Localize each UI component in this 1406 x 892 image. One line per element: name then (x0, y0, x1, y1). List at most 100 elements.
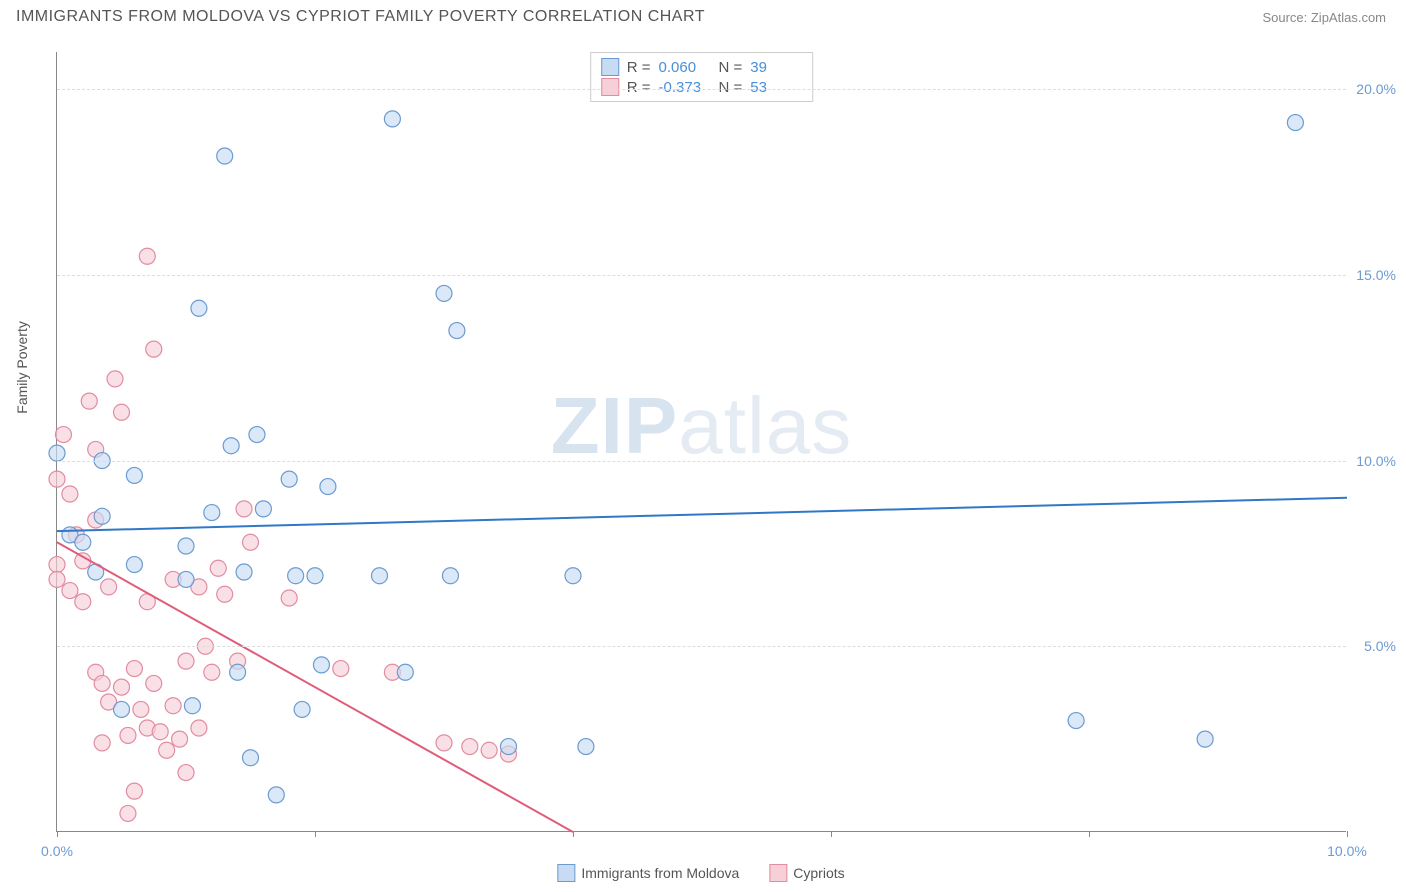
data-point (133, 701, 149, 717)
data-point (243, 750, 259, 766)
grid-line (57, 646, 1346, 647)
legend-item: Immigrants from Moldova (557, 864, 739, 882)
data-point (62, 583, 78, 599)
grid-line (57, 275, 1346, 276)
data-point (178, 653, 194, 669)
data-point (191, 300, 207, 316)
y-axis-label: Family Poverty (14, 321, 30, 414)
plot-area: ZIPatlas R =0.060N =39R =-0.373N =53 5.0… (56, 52, 1346, 832)
data-point (120, 805, 136, 821)
legend-label: Cypriots (793, 865, 844, 881)
data-point (217, 148, 233, 164)
data-point (449, 323, 465, 339)
data-point (49, 557, 65, 573)
data-point (184, 698, 200, 714)
y-tick-label: 10.0% (1356, 453, 1396, 469)
data-point (230, 664, 246, 680)
data-point (1287, 115, 1303, 131)
data-point (372, 568, 388, 584)
r-label: R = (627, 59, 651, 76)
data-point (114, 701, 130, 717)
data-point (307, 568, 323, 584)
data-point (1197, 731, 1213, 747)
data-point (75, 534, 91, 550)
stats-row: R =-0.373N =53 (601, 77, 803, 97)
source-label: Source: ZipAtlas.com (1262, 10, 1386, 25)
data-point (191, 720, 207, 736)
data-point (172, 731, 188, 747)
data-point (501, 739, 517, 755)
data-point (114, 679, 130, 695)
x-tick-label: 0.0% (41, 843, 73, 859)
data-point (268, 787, 284, 803)
data-point (320, 479, 336, 495)
y-tick-label: 15.0% (1356, 267, 1396, 283)
data-point (146, 675, 162, 691)
data-point (313, 657, 329, 673)
data-point (578, 739, 594, 755)
chart-container: Family Poverty ZIPatlas R =0.060N =39R =… (56, 52, 1346, 852)
data-point (281, 471, 297, 487)
data-point (126, 557, 142, 573)
n-label: N = (719, 79, 743, 96)
x-tick-mark (315, 831, 316, 837)
y-tick-label: 20.0% (1356, 81, 1396, 97)
data-point (94, 675, 110, 691)
data-point (217, 586, 233, 602)
data-point (333, 661, 349, 677)
data-point (397, 664, 413, 680)
stats-row: R =0.060N =39 (601, 57, 803, 77)
data-point (94, 508, 110, 524)
data-point (1068, 713, 1084, 729)
legend-swatch (601, 58, 619, 76)
stats-legend: R =0.060N =39R =-0.373N =53 (590, 52, 814, 102)
data-point (49, 571, 65, 587)
data-point (204, 664, 220, 680)
legend-item: Cypriots (769, 864, 844, 882)
x-tick-mark (1347, 831, 1348, 837)
data-point (139, 248, 155, 264)
legend-label: Immigrants from Moldova (581, 865, 739, 881)
data-point (178, 765, 194, 781)
x-tick-mark (573, 831, 574, 837)
data-point (107, 371, 123, 387)
data-point (114, 404, 130, 420)
data-point (442, 568, 458, 584)
data-point (288, 568, 304, 584)
data-point (159, 742, 175, 758)
x-tick-mark (1089, 831, 1090, 837)
data-point (165, 698, 181, 714)
data-point (384, 111, 400, 127)
x-tick-label: 10.0% (1327, 843, 1367, 859)
data-point (49, 445, 65, 461)
data-point (152, 724, 168, 740)
data-point (101, 579, 117, 595)
data-point (255, 501, 271, 517)
data-point (55, 427, 71, 443)
data-point (126, 467, 142, 483)
data-point (94, 735, 110, 751)
data-point (236, 564, 252, 580)
data-point (81, 393, 97, 409)
legend-swatch (769, 864, 787, 882)
data-point (49, 471, 65, 487)
data-point (210, 560, 226, 576)
data-point (436, 285, 452, 301)
data-point (249, 427, 265, 443)
grid-line (57, 89, 1346, 90)
chart-title: IMMIGRANTS FROM MOLDOVA VS CYPRIOT FAMIL… (16, 8, 705, 26)
data-point (481, 742, 497, 758)
data-point (126, 783, 142, 799)
r-label: R = (627, 79, 651, 96)
data-point (126, 661, 142, 677)
data-point (281, 590, 297, 606)
data-point (565, 568, 581, 584)
scatter-svg (57, 52, 1347, 832)
bottom-legend: Immigrants from Moldova Cypriots (557, 864, 844, 882)
x-tick-mark (831, 831, 832, 837)
n-label: N = (719, 59, 743, 76)
data-point (62, 486, 78, 502)
y-tick-label: 5.0% (1364, 638, 1396, 654)
data-point (75, 594, 91, 610)
r-value: -0.373 (659, 79, 711, 96)
